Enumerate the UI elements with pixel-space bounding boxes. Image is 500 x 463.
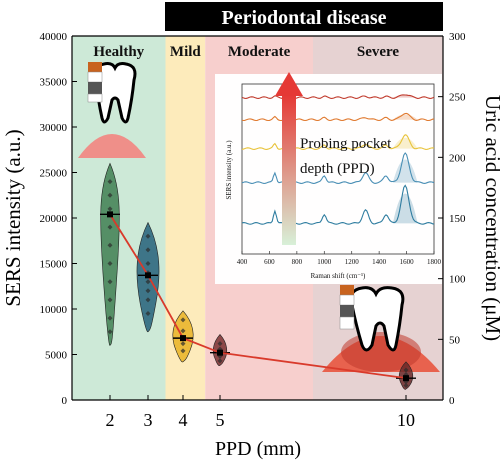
- violin-point: [145, 297, 151, 303]
- left-tick-label: 25000: [40, 168, 68, 180]
- right-tick-label: 200: [449, 152, 466, 164]
- inset-x-tick-label: 1000: [317, 258, 332, 266]
- violin-point: [403, 382, 409, 388]
- right-tick-label: 250: [449, 92, 466, 104]
- inset-spectrum-band: [392, 159, 418, 183]
- trend-point: [107, 211, 113, 218]
- violin-point: [145, 288, 151, 294]
- left-tick-label: 15000: [40, 259, 68, 271]
- inset-spectrum-band: [392, 94, 418, 98]
- diseased-tooth-icon: [322, 285, 440, 372]
- inset-spectrum-band: [392, 114, 418, 120]
- trend-point: [403, 375, 409, 382]
- inset-spectrum-band: [392, 193, 418, 224]
- inset-spectrum-5: [241, 184, 435, 225]
- inset-arrow-label-line1: Probing pocket: [300, 136, 392, 152]
- trend-point: [217, 349, 223, 356]
- violin-point: [145, 311, 151, 317]
- inset-x-tick-label: 1200: [345, 258, 360, 266]
- violin-point: [145, 247, 151, 253]
- disease-banner: [165, 2, 443, 31]
- right-tick-label: 150: [449, 213, 466, 225]
- ppd-arrow-shaft: [282, 95, 296, 245]
- inset-x-tick-label: 800: [292, 258, 303, 266]
- trend-point: [180, 335, 186, 342]
- ppd-arrow-head: [275, 72, 303, 96]
- left-y-ticks: 0 5000 10000 15000 20000 25000 30000 35000 40000: [40, 31, 77, 407]
- left-tick-label: 10000: [40, 304, 68, 316]
- left-y-axis-label: SERS intensity (a.u.): [1, 129, 25, 306]
- inset-plot-frame: [241, 83, 435, 255]
- violin-point: [107, 224, 113, 230]
- inset-x-tick-label: 1600: [400, 258, 415, 266]
- trend-point: [145, 272, 151, 279]
- violin-point: [403, 367, 409, 373]
- inset-spectrum-1: [241, 94, 435, 99]
- inset-x-ticks: 400 600 800 1000 1200 1400 1600 1800: [237, 251, 442, 266]
- right-tick-label: 50: [449, 334, 461, 346]
- violin-point: [107, 261, 113, 266]
- violin-point: [145, 261, 151, 266]
- right-y-ticks: 0 50 100 150 200 250 300: [438, 31, 466, 407]
- inset-spectrum-4: [241, 152, 435, 184]
- x-tick-label: 5: [216, 410, 225, 430]
- violin-point: [107, 315, 113, 321]
- inset-spectra-panel: Probing pocket depth (PPD) 400 600 800 1000…: [215, 72, 442, 284]
- violin-point: [107, 279, 113, 285]
- violin-point: [145, 279, 151, 285]
- violin-point: [180, 341, 186, 347]
- left-tick-label: 5000: [45, 350, 68, 362]
- left-tick-label: 30000: [40, 122, 68, 134]
- x-axis-label: PPD (mm): [215, 438, 301, 460]
- left-tick-label: 40000: [40, 31, 68, 43]
- x-tick-label: 3: [144, 410, 153, 430]
- violin-point: [107, 297, 113, 303]
- stage-labels: Healthy Mild Moderate Severe: [93, 44, 399, 60]
- inset-x-tick-label: 1400: [372, 258, 387, 266]
- stage-label-mild: Mild: [170, 44, 201, 60]
- violin-point: [217, 358, 223, 364]
- inset-arrow-label-line2: depth (PPD): [300, 161, 375, 177]
- inset-spectrum-2: [241, 112, 435, 122]
- inset-spectrum-band: [392, 137, 418, 149]
- violin-point: [180, 317, 186, 323]
- stage-label-severe: Severe: [357, 44, 400, 60]
- inset-spectrum-3: [241, 134, 435, 150]
- violin-point: [107, 206, 113, 212]
- violin-point: [180, 348, 186, 354]
- stage-label-moderate: Moderate: [228, 44, 291, 60]
- inset-x-tick-label: 600: [264, 258, 275, 266]
- inset-x-tick-label: 400: [237, 258, 248, 266]
- healthy-tooth-icon: [78, 62, 146, 158]
- left-tick-label: 0: [62, 395, 68, 407]
- violin-point: [107, 329, 113, 335]
- banner-title: Periodontal disease: [222, 7, 387, 29]
- trend-line: [107, 211, 409, 382]
- right-tick-label: 100: [449, 274, 466, 286]
- inset-spectra: [241, 94, 435, 225]
- violin-point: [145, 233, 151, 239]
- x-tick-label: 4: [179, 410, 188, 430]
- inset-y-label: SERS intensity (a.u.): [225, 140, 233, 200]
- violin-ppd-2: [100, 162, 120, 346]
- violin-point: [107, 192, 113, 198]
- left-tick-label: 35000: [40, 77, 68, 89]
- right-y-axis-label: Uric acid concentration (μM): [481, 95, 500, 341]
- inset-x-tick-label: 1800: [427, 258, 442, 266]
- x-tick-label: 2: [106, 410, 115, 430]
- stage-label-healthy: Healthy: [93, 44, 144, 60]
- violin-point: [180, 328, 186, 334]
- inset-x-label: Raman shift (cm⁻¹): [311, 272, 366, 280]
- right-tick-label: 0: [449, 395, 455, 407]
- violin-point: [107, 179, 113, 185]
- right-tick-label: 300: [449, 31, 466, 43]
- violin-point: [217, 341, 223, 347]
- violin-point: [107, 242, 113, 248]
- x-ticks: 2 3 4 5 10: [106, 395, 415, 430]
- left-tick-label: 20000: [40, 213, 68, 225]
- x-tick-label: 10: [397, 410, 415, 430]
